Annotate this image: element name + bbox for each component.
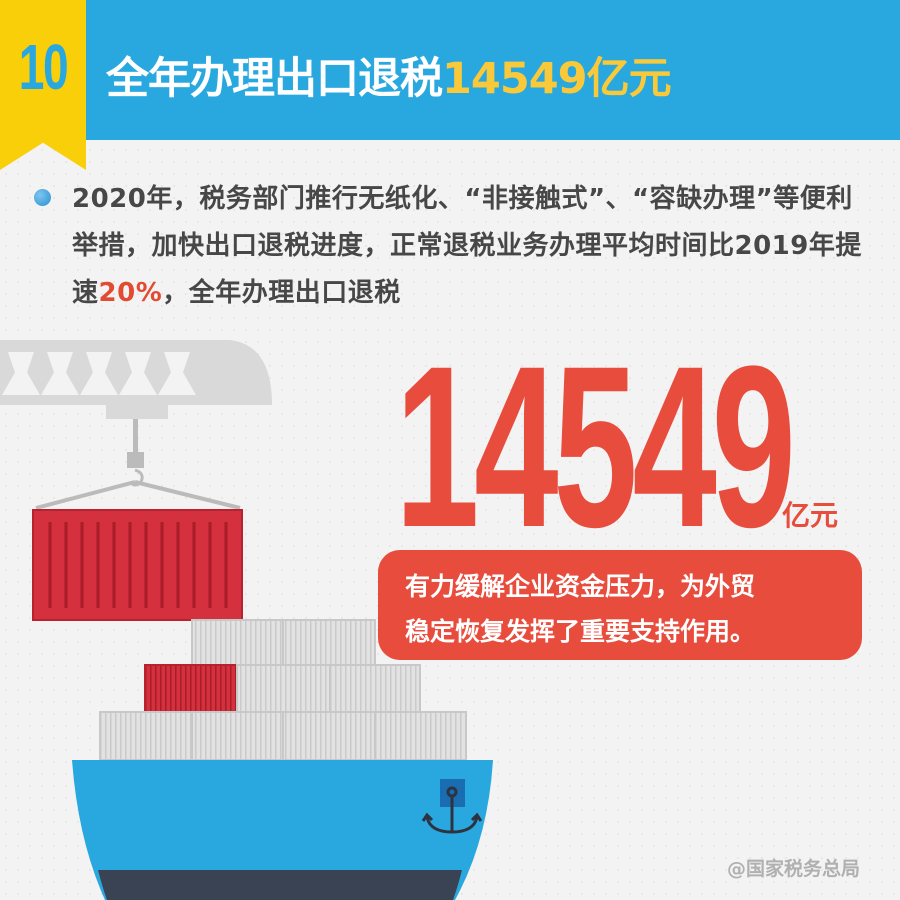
title-prefix: 全年办理出口退税 (106, 54, 443, 104)
refund-unit: 亿元 (782, 499, 839, 532)
callout-bubble: 有力缓解企业资金压力，为外贸 稳定恢复发挥了重要支持作用。 (378, 550, 862, 660)
anchor-icon (421, 786, 483, 834)
container-stack (99, 619, 467, 761)
section-number: 10 (18, 31, 69, 103)
body-text-end: ，全年办理出口退税 (162, 278, 401, 308)
title-highlight: 14549亿元 (442, 54, 672, 104)
number-ribbon (0, 0, 86, 170)
page-title: 全年办理出口退税14549亿元 (106, 44, 672, 106)
cargo-ship-icon (72, 760, 493, 900)
watermark: @国家税务总局 (727, 858, 861, 880)
body-text: 2020年，税务部门推行无纸化、“非接触式”、“容缺办理”等便利举措，加快出口退… (72, 184, 862, 308)
crane-icon (0, 340, 272, 510)
callout-line-2: 稳定恢复发挥了重要支持作用。 (405, 617, 756, 646)
refund-amount: 14549 (395, 318, 796, 575)
speedup-highlight: 20% (98, 278, 163, 308)
header-banner (0, 0, 900, 140)
body-paragraph: 2020年，税务部门推行无纸化、“非接触式”、“容缺办理”等便利举措，加快出口退… (72, 176, 872, 317)
callout-line-1: 有力缓解企业资金压力，为外贸 (405, 572, 756, 601)
bullet-dot-icon (34, 189, 51, 206)
hanging-red-container-icon (32, 509, 243, 621)
